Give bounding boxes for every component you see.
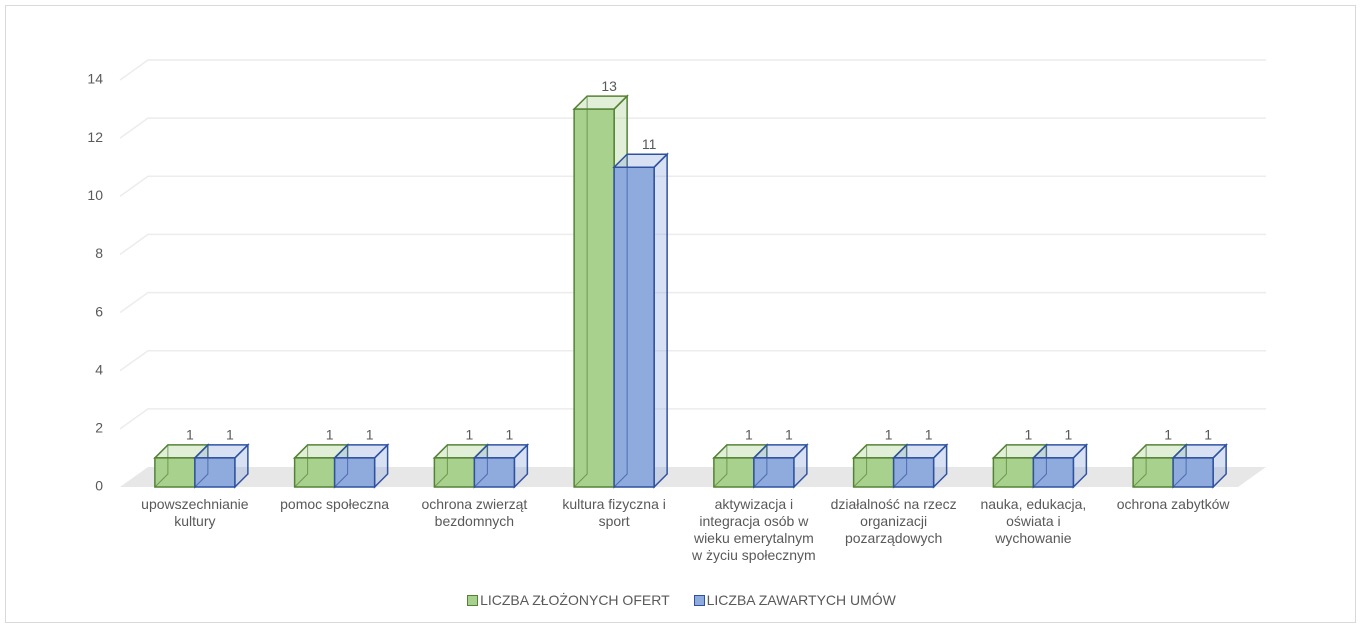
- bar: [612, 152, 669, 489]
- bar-front: [573, 108, 615, 488]
- data-label: 1: [745, 427, 753, 443]
- bar-back-edge: [753, 444, 768, 488]
- bar-back-edge: [474, 444, 488, 488]
- bar: [472, 443, 530, 489]
- bar-back-edge: [893, 444, 908, 488]
- bar-front: [852, 457, 895, 488]
- bar-front: [333, 457, 376, 488]
- bar-back-edge: [294, 444, 309, 488]
- x-tick-label: działalność na rzecz organizacji pozarzą…: [830, 496, 957, 546]
- bar-back-edge: [154, 444, 169, 488]
- y-tick-label: 12: [87, 129, 103, 145]
- data-label: 1: [1064, 427, 1072, 443]
- bar-back-edge: [334, 444, 349, 488]
- x-tick-label: ochrona zwierząt bezdomnych: [421, 496, 528, 529]
- bar: [891, 443, 949, 489]
- data-label: 1: [1204, 427, 1212, 443]
- data-label: 11: [642, 136, 657, 152]
- data-label: 1: [465, 427, 473, 443]
- data-label: 1: [925, 427, 933, 443]
- bar-back-edge: [1172, 444, 1187, 488]
- x-tick-label: kultura fizyczna i sport: [562, 496, 666, 529]
- bar-front: [992, 457, 1035, 488]
- bar-front: [713, 457, 755, 488]
- bar-side: [653, 152, 668, 489]
- bar-back-edge: [713, 444, 728, 488]
- data-label: 1: [505, 427, 513, 443]
- bar-back-edge: [434, 444, 448, 488]
- grid-line: [119, 175, 1266, 197]
- y-tick-label: 8: [95, 245, 103, 261]
- bar-back-edge: [1033, 444, 1047, 488]
- legend-swatch: [693, 594, 705, 606]
- bar-back-edge: [853, 444, 868, 488]
- y-tick-label: 0: [95, 478, 103, 494]
- grid-line: [119, 117, 1266, 139]
- x-tick-label: aktywizacja i integracja osób w wieku em…: [692, 496, 816, 563]
- data-label: 13: [601, 78, 617, 94]
- bar-back-edge: [573, 96, 588, 488]
- bar: [193, 443, 250, 489]
- bar: [332, 443, 390, 489]
- data-label: 1: [366, 427, 374, 443]
- y-tick-label: 2: [95, 420, 103, 436]
- data-label: 1: [186, 427, 194, 443]
- grid-line: [119, 349, 1266, 372]
- legend-label: LICZBA ZŁOŻONYCH OFERT: [480, 592, 670, 608]
- y-tick-label: 4: [95, 361, 103, 377]
- x-tick-label: nauka, edukacja, oświata i wychowanie: [980, 496, 1087, 546]
- y-tick-label: 6: [95, 303, 103, 319]
- floor: [120, 467, 1266, 487]
- bar-front: [1032, 457, 1075, 488]
- x-tick-label: ochrona zabytków: [1116, 496, 1230, 512]
- bar-back-edge: [194, 444, 209, 488]
- bar: [1031, 443, 1089, 489]
- bar-back-edge: [1132, 444, 1147, 488]
- legend-item: LICZBA ZŁOŻONYCH OFERT: [467, 592, 670, 608]
- data-label: 1: [1024, 427, 1032, 443]
- bar: [752, 443, 809, 489]
- bar-front: [753, 457, 795, 488]
- grid-line: [119, 408, 1266, 430]
- y-tick-label: 14: [87, 71, 103, 87]
- grid-line: [119, 233, 1266, 256]
- bar-front: [1172, 457, 1214, 488]
- y-tick-label: 10: [87, 187, 103, 203]
- bar-front: [473, 457, 516, 488]
- legend-swatch: [467, 594, 479, 606]
- chart-border: [5, 5, 1356, 623]
- bar-front: [194, 457, 236, 488]
- bar-front: [293, 457, 336, 488]
- data-label: 1: [785, 427, 793, 443]
- data-label: 1: [1164, 427, 1172, 443]
- x-tick-label: pomoc społeczna: [280, 496, 390, 512]
- bar-back-edge: [993, 444, 1007, 488]
- data-label: 1: [226, 427, 234, 443]
- bar-front: [433, 457, 476, 488]
- bar-front: [154, 457, 196, 488]
- bar-front: [613, 166, 655, 488]
- legend: LICZBA ZŁOŻONYCH OFERT LICZBA ZAWARTYCH U…: [0, 592, 1363, 608]
- grid-line: [119, 291, 1266, 314]
- data-label: 1: [885, 427, 893, 443]
- x-tick-label: upowszechnianie kultury: [141, 496, 249, 529]
- grid-line: [119, 59, 1266, 81]
- bar-back-edge: [613, 154, 628, 488]
- data-label: 1: [326, 427, 334, 443]
- legend-label: LICZBA ZAWARTYCH UMÓW: [706, 592, 896, 608]
- bar: [1171, 443, 1228, 489]
- bar-front: [892, 457, 935, 488]
- legend-item: LICZBA ZAWARTYCH UMÓW: [693, 592, 896, 608]
- bar-front: [1132, 457, 1174, 488]
